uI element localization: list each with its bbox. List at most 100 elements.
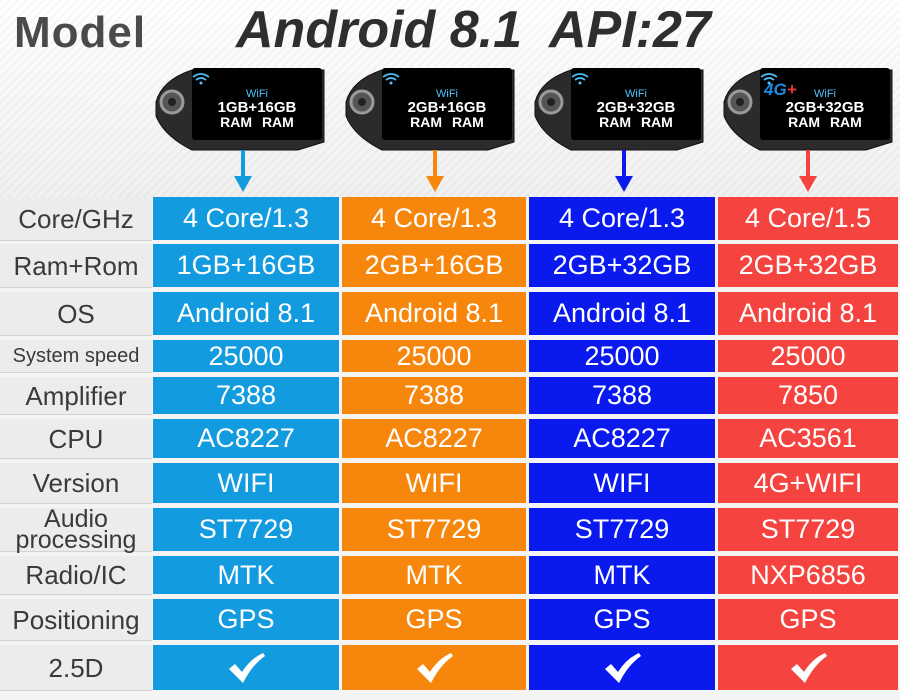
row-label: Core/GHz xyxy=(0,197,152,241)
spec-cell: 2GB+16GB xyxy=(342,244,526,287)
row-label: OS xyxy=(0,292,152,336)
table-row: OS Android 8.1 Android 8.1 Android 8.1 Andro… xyxy=(0,292,900,336)
down-arrow-icon xyxy=(426,150,444,192)
spec-cell xyxy=(342,645,526,690)
row-label: Audio processing xyxy=(0,504,152,554)
row-label: Positioning xyxy=(0,599,152,641)
spec-cell: ST7729 xyxy=(529,508,715,551)
down-arrow-icon xyxy=(234,150,252,192)
check-icon xyxy=(605,652,641,683)
table-row: Core/GHz 4 Core/1.3 4 Core/1.3 4 Core/1.3 4 … xyxy=(0,197,900,241)
wifi-label: WiFi xyxy=(436,88,458,100)
spec-cell: Android 8.1 xyxy=(529,292,715,335)
wifi-icon xyxy=(382,73,400,85)
table-row: System speed 25000 25000 25000 25000 xyxy=(0,340,900,373)
row-label: Version xyxy=(0,463,152,504)
row-label-part: Audio xyxy=(44,504,108,533)
spec-cell: 25000 xyxy=(153,340,339,372)
table-row: Audio processing ST7729 ST7729 ST7729 ST7729 xyxy=(0,504,900,554)
row-label: System speed xyxy=(0,340,152,373)
spec-cell: 25000 xyxy=(342,340,526,372)
table-row: Version WIFI WIFI WIFI 4G+WIFI xyxy=(0,463,900,504)
check-icon xyxy=(417,652,453,683)
spec-cell: MTK xyxy=(342,556,526,594)
device-screen: WiFi 1GB+16GB RAM RAM xyxy=(192,68,322,140)
wifi-icon xyxy=(571,73,589,85)
spec-cell: AC8227 xyxy=(342,419,526,458)
car-stereo-device: 4G+ WiFi 2GB+32GB RAM RAM xyxy=(716,66,894,152)
row-label: Ram+Rom xyxy=(0,244,152,288)
check-icon xyxy=(791,652,827,683)
4g-badge: 4G+ xyxy=(764,80,797,100)
row-label: Radio/IC xyxy=(0,556,152,595)
spec-cell: 1GB+16GB xyxy=(153,244,339,287)
spec-cell xyxy=(718,645,898,690)
down-arrow-icon xyxy=(615,150,633,192)
spec-cell: GPS xyxy=(342,599,526,640)
check-icon xyxy=(229,652,265,683)
spec-cell: 4 Core/1.3 xyxy=(342,197,526,240)
down-arrow-icon xyxy=(799,150,817,192)
spec-cell: AC3561 xyxy=(718,419,898,458)
row-label: 2.5D xyxy=(0,645,152,691)
wifi-icon xyxy=(760,73,778,85)
spec-cell: GPS xyxy=(529,599,715,640)
row-label: CPU xyxy=(0,419,152,459)
ram-rom-spec: 1GB+16GB xyxy=(217,99,297,116)
spec-cell: ST7729 xyxy=(718,508,898,551)
spec-cell: 4 Core/1.5 xyxy=(718,197,898,240)
spec-cell: ST7729 xyxy=(342,508,526,551)
row-label-part: processing xyxy=(15,525,137,554)
wifi-icon xyxy=(192,73,210,85)
spec-cell: WIFI xyxy=(153,463,339,503)
spec-cell: GPS xyxy=(718,599,898,640)
spec-cell: 25000 xyxy=(529,340,715,372)
device-screen: WiFi 2GB+16GB RAM RAM xyxy=(382,68,512,140)
spec-cell: 4G+WIFI xyxy=(718,463,898,503)
spec-cell: NXP6856 xyxy=(718,556,898,594)
spec-cell: GPS xyxy=(153,599,339,640)
spec-cell: 4 Core/1.3 xyxy=(153,197,339,240)
spec-cell: MTK xyxy=(529,556,715,594)
spec-cell xyxy=(153,645,339,690)
table-row: Ram+Rom 1GB+16GB 2GB+16GB 2GB+32GB 2GB+32GB xyxy=(0,244,900,288)
spec-cell: Android 8.1 xyxy=(718,292,898,335)
wifi-label: WiFi xyxy=(625,88,647,100)
4g-badge-text: 4G xyxy=(764,80,787,99)
ram-label: RAM RAM xyxy=(788,114,862,130)
4g-badge-plus: + xyxy=(786,80,797,99)
spec-cell: ST7729 xyxy=(153,508,339,551)
table-row: Amplifier 7388 7388 7388 7850 xyxy=(0,377,900,415)
device-screen: WiFi 2GB+32GB RAM RAM xyxy=(571,68,701,140)
spec-cell xyxy=(529,645,715,690)
model-title: Model xyxy=(14,8,147,57)
spec-cell: Android 8.1 xyxy=(153,292,339,335)
spec-cell: MTK xyxy=(153,556,339,594)
wifi-label: WiFi xyxy=(246,88,268,100)
ram-rom-spec: 2GB+32GB xyxy=(596,99,676,116)
spec-cell: 2GB+32GB xyxy=(529,244,715,287)
spec-comparison-table: Core/GHz 4 Core/1.3 4 Core/1.3 4 Core/1.3 4 … xyxy=(0,197,900,700)
table-row: 2.5D xyxy=(0,645,900,691)
android-version-title: Android 8.1 API:27 xyxy=(236,1,711,59)
spec-cell: 2GB+32GB xyxy=(718,244,898,287)
car-stereo-device: WiFi 2GB+16GB RAM RAM xyxy=(338,66,516,152)
ram-label: RAM RAM xyxy=(599,114,673,130)
spec-cell: 7388 xyxy=(529,377,715,414)
ram-label: RAM RAM xyxy=(410,114,484,130)
table-row: Positioning GPS GPS GPS GPS xyxy=(0,599,900,641)
ram-label: RAM RAM xyxy=(220,114,294,130)
spec-cell: AC8227 xyxy=(153,419,339,458)
spec-cell: AC8227 xyxy=(529,419,715,458)
spec-cell: 25000 xyxy=(718,340,898,372)
spec-cell: 7850 xyxy=(718,377,898,414)
ram-rom-spec: 2GB+32GB xyxy=(785,99,865,116)
spec-cell: 4 Core/1.3 xyxy=(529,197,715,240)
row-label: Amplifier xyxy=(0,377,152,415)
spec-cell: 7388 xyxy=(153,377,339,414)
ram-rom-spec: 2GB+16GB xyxy=(407,99,487,116)
car-stereo-device: WiFi 2GB+32GB RAM RAM xyxy=(527,66,705,152)
spec-cell: WIFI xyxy=(529,463,715,503)
table-row: Radio/IC MTK MTK MTK NXP6856 xyxy=(0,556,900,595)
spec-cell: Android 8.1 xyxy=(342,292,526,335)
